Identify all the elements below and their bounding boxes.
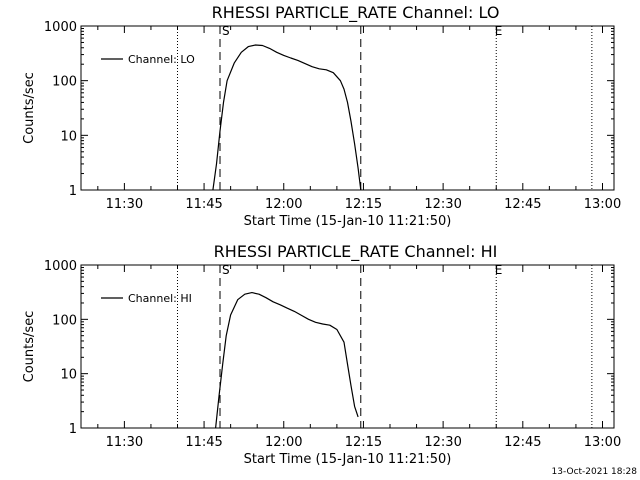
chart-panel-hi: RHESSI PARTICLE_RATE Channel: HI 1 10 100 10… <box>22 242 621 467</box>
legend-entry: Channel: HI <box>128 292 192 305</box>
y-tick-label: 10 <box>60 129 77 144</box>
y-tick-label: 100 <box>52 75 77 90</box>
x-tick-label: 12:00 <box>265 435 302 450</box>
x-tick-label: 11:45 <box>185 435 222 450</box>
x-tick-label: 12:15 <box>345 435 382 450</box>
x-tick-label: 13:00 <box>584 435 621 450</box>
y-tick-label: 10 <box>60 368 77 383</box>
x-tick-label: 12:15 <box>345 197 382 212</box>
y-axis-label: Counts/sec <box>22 72 37 144</box>
x-tick-label: 13:00 <box>584 197 621 212</box>
series-line <box>212 44 362 191</box>
series-line <box>215 292 359 429</box>
timestamp-label: 13-Oct-2021 18:28 <box>552 467 638 477</box>
y-tick-label: 1 <box>69 184 77 199</box>
x-tick-label: 12:45 <box>504 435 541 450</box>
chart-panel-lo: RHESSI PARTICLE_RATE Channel: LO 1 10 100 10… <box>22 3 621 229</box>
x-tick-label: 12:45 <box>504 197 541 212</box>
flag-label-e: E <box>495 24 503 38</box>
flag-label-e: E <box>495 263 503 277</box>
flag-label-s: S <box>222 24 230 38</box>
y-tick-label: 1000 <box>44 259 77 274</box>
x-tick-label: 12:30 <box>424 197 461 212</box>
y-tick-label: 100 <box>52 313 77 328</box>
x-tick-label: 12:00 <box>265 197 302 212</box>
x-tick-label: 11:45 <box>185 197 222 212</box>
plot-frame <box>80 264 615 429</box>
x-axis-label: Start Time (15-Jan-10 11:21:50) <box>244 214 452 229</box>
y-tick-label: 1000 <box>44 20 77 35</box>
chart-title: RHESSI PARTICLE_RATE Channel: HI <box>214 242 498 262</box>
chart-title: RHESSI PARTICLE_RATE Channel: LO <box>212 3 500 23</box>
x-tick-label: 12:30 <box>424 435 461 450</box>
y-tick-label: 1 <box>69 422 77 437</box>
legend-entry: Channel: LO <box>128 53 195 66</box>
flag-label-s: S <box>222 263 230 277</box>
x-axis-label: Start Time (15-Jan-10 11:21:50) <box>244 452 452 467</box>
x-tick-label: 11:30 <box>106 197 143 212</box>
x-tick-label: 11:30 <box>106 435 143 450</box>
y-axis-label: Counts/sec <box>22 311 37 383</box>
plot-frame <box>80 25 615 191</box>
